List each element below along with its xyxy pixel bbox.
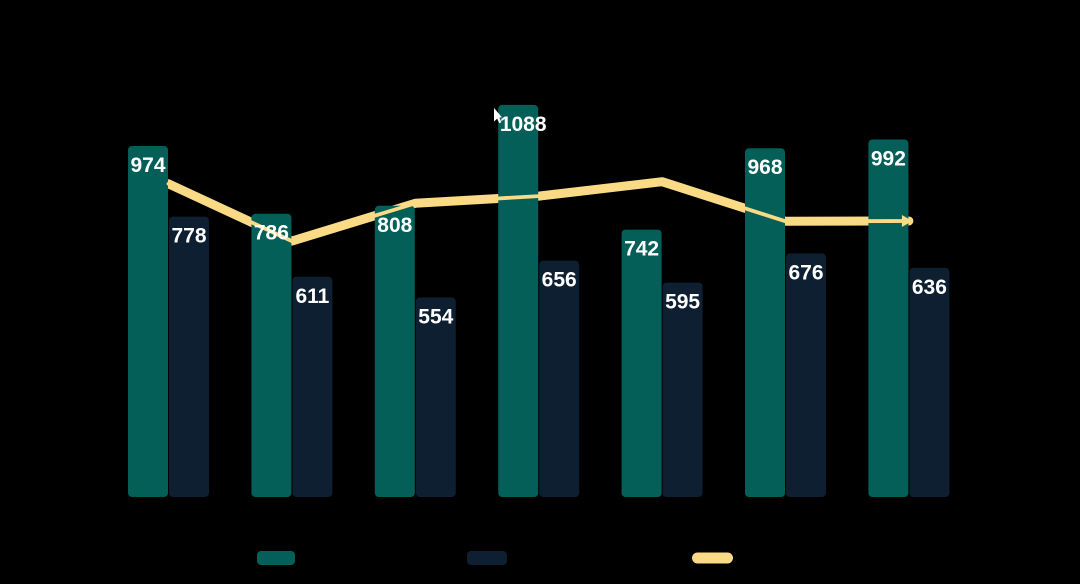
trend-line-arrowhead-icon xyxy=(901,214,913,227)
navy-bar-group-7[interactable] xyxy=(909,267,950,497)
teal-bar-value-label: 742 xyxy=(624,238,659,261)
navy-bar-value-label: 595 xyxy=(665,291,700,314)
legend-swatch-navy[interactable] xyxy=(467,551,507,565)
teal-bar-value-label: 808 xyxy=(377,214,412,237)
teal-bar-group-5[interactable] xyxy=(621,229,662,497)
legend-swatch-line[interactable] xyxy=(692,552,733,564)
mouse-cursor-icon xyxy=(494,108,502,124)
navy-bar-group-4[interactable] xyxy=(539,260,580,497)
teal-bar-value-label: 1088 xyxy=(500,113,547,136)
navy-bar-group-6[interactable] xyxy=(786,253,826,497)
teal-bar-group-3[interactable] xyxy=(374,205,415,498)
navy-bar-group-3[interactable] xyxy=(415,297,456,497)
navy-bar-value-label: 656 xyxy=(542,269,577,292)
navy-bar-value-label: 554 xyxy=(418,305,453,328)
teal-bar-value-label: 974 xyxy=(130,154,165,177)
navy-bar-group-2[interactable] xyxy=(292,276,333,497)
navy-bar-value-label: 676 xyxy=(788,261,823,284)
navy-bar-value-label: 636 xyxy=(912,276,947,299)
navy-bar-value-label: 611 xyxy=(295,285,329,308)
teal-bar-group-7[interactable] xyxy=(868,139,909,498)
teal-bar-value-label: 992 xyxy=(871,148,906,171)
teal-bar-value-label: 786 xyxy=(254,222,289,245)
navy-bar-group-1[interactable] xyxy=(169,216,209,497)
teal-bar-group-2[interactable] xyxy=(251,213,292,497)
teal-bar-group-1[interactable] xyxy=(128,146,168,497)
navy-bar-group-5[interactable] xyxy=(662,282,703,497)
legend-swatch-teal[interactable] xyxy=(257,551,295,565)
trend-line xyxy=(166,179,911,244)
teal-bar-value-label: 968 xyxy=(747,156,782,179)
teal-bar-group-6[interactable] xyxy=(745,148,785,497)
teal-bar-group-4[interactable] xyxy=(498,104,539,498)
navy-bar-value-label: 778 xyxy=(171,225,206,248)
